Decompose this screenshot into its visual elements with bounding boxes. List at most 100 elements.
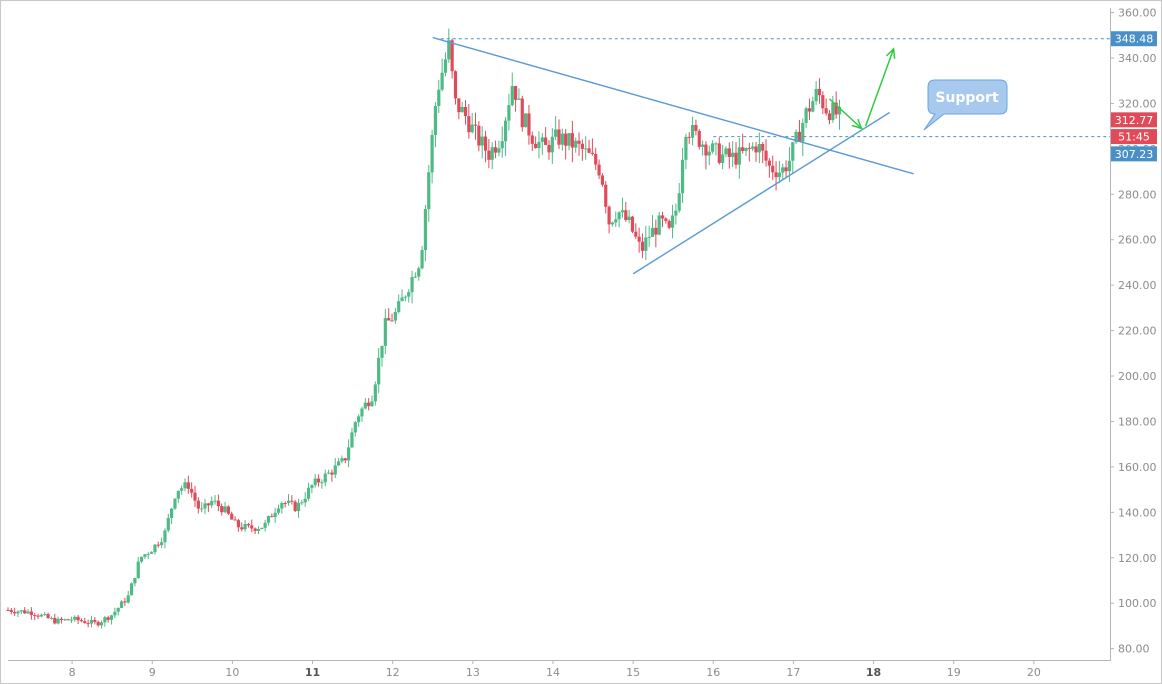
candle-body [711, 143, 715, 152]
candle-body [737, 147, 741, 165]
descending-resistance-trendline[interactable] [432, 36, 914, 175]
candle-body [554, 129, 558, 137]
y-tick-label: 240.00 [1118, 279, 1157, 292]
candle-body [417, 268, 421, 277]
y-tick-label: 280.00 [1118, 188, 1157, 201]
candle-body [23, 610, 27, 614]
candle-body [697, 130, 701, 147]
candle-body [741, 147, 745, 151]
candle-body [440, 72, 444, 90]
y-tick-label: 80.00 [1118, 643, 1150, 656]
ascending-support-trendline[interactable] [632, 111, 890, 275]
candle-body [761, 143, 765, 151]
candle-body [460, 106, 464, 113]
overlay-layer [432, 36, 1110, 275]
candle-body [497, 148, 501, 153]
candle-body [316, 478, 321, 483]
candle-body [183, 482, 187, 489]
candle-body [771, 165, 775, 173]
x-axis[interactable]: 8 9 10 11 12 13 14 15 16 17 18 19 20 [69, 660, 1041, 679]
candle-body [119, 601, 124, 608]
x-tick-label: 16 [706, 666, 720, 679]
candle-body [584, 148, 588, 150]
candle-body [727, 148, 731, 157]
y-tick-label: 180.00 [1118, 415, 1157, 428]
x-tick-label: 12 [386, 666, 400, 679]
y-tick-label: 120.00 [1118, 552, 1157, 565]
candle-body [223, 506, 227, 513]
candle-body [66, 619, 70, 621]
candle-body [126, 595, 130, 603]
support-callout[interactable]: Support [923, 79, 1008, 131]
candle-body [56, 618, 60, 624]
projection-arrow[interactable] [828, 98, 863, 129]
candle-body [173, 498, 177, 509]
candle-body [390, 320, 394, 322]
candle-body [39, 614, 43, 617]
candle-body [266, 516, 271, 523]
x-tick-label: 9 [149, 666, 156, 679]
candle-body [153, 544, 157, 553]
candle-body [46, 614, 50, 619]
candle-body [260, 527, 264, 529]
candle-body [674, 210, 678, 216]
candle-body [590, 152, 594, 155]
candle-body [600, 175, 605, 185]
candle-body [777, 172, 781, 178]
projection-arrow[interactable] [864, 48, 895, 127]
price-tag-label: 348.48 [1115, 33, 1154, 46]
candle-body [647, 236, 651, 238]
candle-body [560, 133, 564, 145]
y-axis[interactable]: 80.00 100.00 120.00 140.00 160.00 180.00 200.0… [1110, 7, 1157, 656]
candle-body [83, 621, 87, 624]
candle-body [6, 610, 10, 612]
candle-body [79, 620, 84, 622]
candle-body [326, 472, 331, 474]
candle-body [133, 578, 137, 584]
candle-body [791, 142, 795, 161]
candle-body [116, 607, 120, 612]
candle-body [393, 311, 397, 321]
candle-body [764, 150, 768, 161]
candle-body [684, 136, 688, 160]
candle-body [837, 107, 842, 115]
candle-body [757, 143, 761, 153]
candle-body [343, 458, 347, 461]
candle-body [677, 193, 681, 211]
candle-body [680, 159, 685, 194]
candle-body [176, 490, 180, 499]
candle-body [787, 160, 792, 172]
candle-body [500, 141, 504, 149]
candle-body [387, 318, 391, 321]
candle-body [814, 88, 818, 102]
candle-body [333, 465, 337, 475]
x-tick-label: 10 [225, 666, 239, 679]
candle-body [210, 501, 214, 506]
candle-body [206, 503, 210, 506]
candle-body [614, 219, 618, 223]
candle-body [694, 125, 698, 131]
candle-body [597, 164, 601, 176]
candle-body [587, 148, 591, 153]
candle-body [403, 296, 407, 298]
candle-body [180, 488, 184, 491]
candle-body [530, 135, 534, 144]
candle-body [827, 113, 832, 121]
candle-body [617, 212, 621, 220]
candle-body [290, 500, 294, 502]
candle-body [296, 502, 301, 512]
candle-body [751, 146, 755, 149]
candle-body [564, 133, 568, 146]
candle-body [567, 133, 571, 146]
y-tick-label: 140.00 [1118, 506, 1157, 519]
candle-body [69, 619, 74, 621]
candle-body [246, 524, 251, 526]
candle-body [507, 105, 511, 121]
candle-body [286, 500, 291, 504]
candle-body [610, 222, 615, 225]
candle-body [410, 277, 414, 293]
candle-body [270, 516, 274, 518]
candle-body [580, 143, 584, 149]
x-tick-label: 15 [626, 666, 640, 679]
